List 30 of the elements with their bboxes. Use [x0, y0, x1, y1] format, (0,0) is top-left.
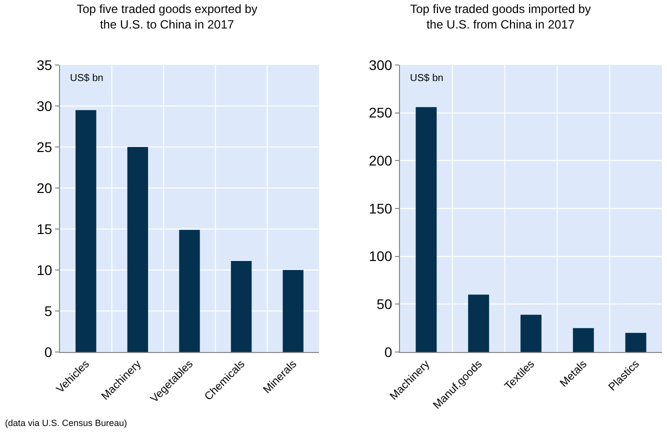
- y-tick-label: 10: [36, 262, 52, 278]
- y-tick-label: 35: [36, 56, 52, 73]
- y-tick-label: 0: [384, 344, 392, 360]
- y-axis-title: US$ bn: [70, 73, 104, 84]
- chart-title: Top five traded goods exported by the U.S. to China in 2017: [76, 2, 258, 32]
- y-axis-title: US$ bn: [410, 73, 444, 84]
- bar: [468, 294, 490, 352]
- bar: [572, 328, 594, 352]
- chart-title: Top five traded goods imported by the U.S. from China in 2017: [410, 2, 591, 32]
- bar: [416, 107, 437, 352]
- y-tick-label: 30: [36, 98, 52, 114]
- bar: [520, 314, 542, 352]
- bar: [230, 260, 252, 352]
- bar: [76, 110, 96, 352]
- bar: [625, 332, 646, 352]
- y-tick-label: 150: [368, 200, 392, 216]
- y-tick-label: 15: [36, 220, 52, 237]
- y-tick-label: 300: [368, 56, 392, 73]
- y-tick-label: 0: [44, 344, 52, 360]
- y-tick-label: 100: [368, 248, 392, 264]
- y-tick-label: 250: [368, 104, 392, 121]
- y-tick-label: 50: [376, 296, 392, 312]
- bar: [179, 230, 200, 352]
- y-tick-label: 25: [36, 138, 52, 155]
- bar: [282, 270, 304, 352]
- y-tick-label: 20: [36, 180, 52, 196]
- y-tick-label: 200: [368, 152, 392, 169]
- text: (data via U.S. Census Bureau): [5, 418, 128, 428]
- bar: [127, 147, 148, 352]
- y-tick-label: 5: [44, 302, 52, 319]
